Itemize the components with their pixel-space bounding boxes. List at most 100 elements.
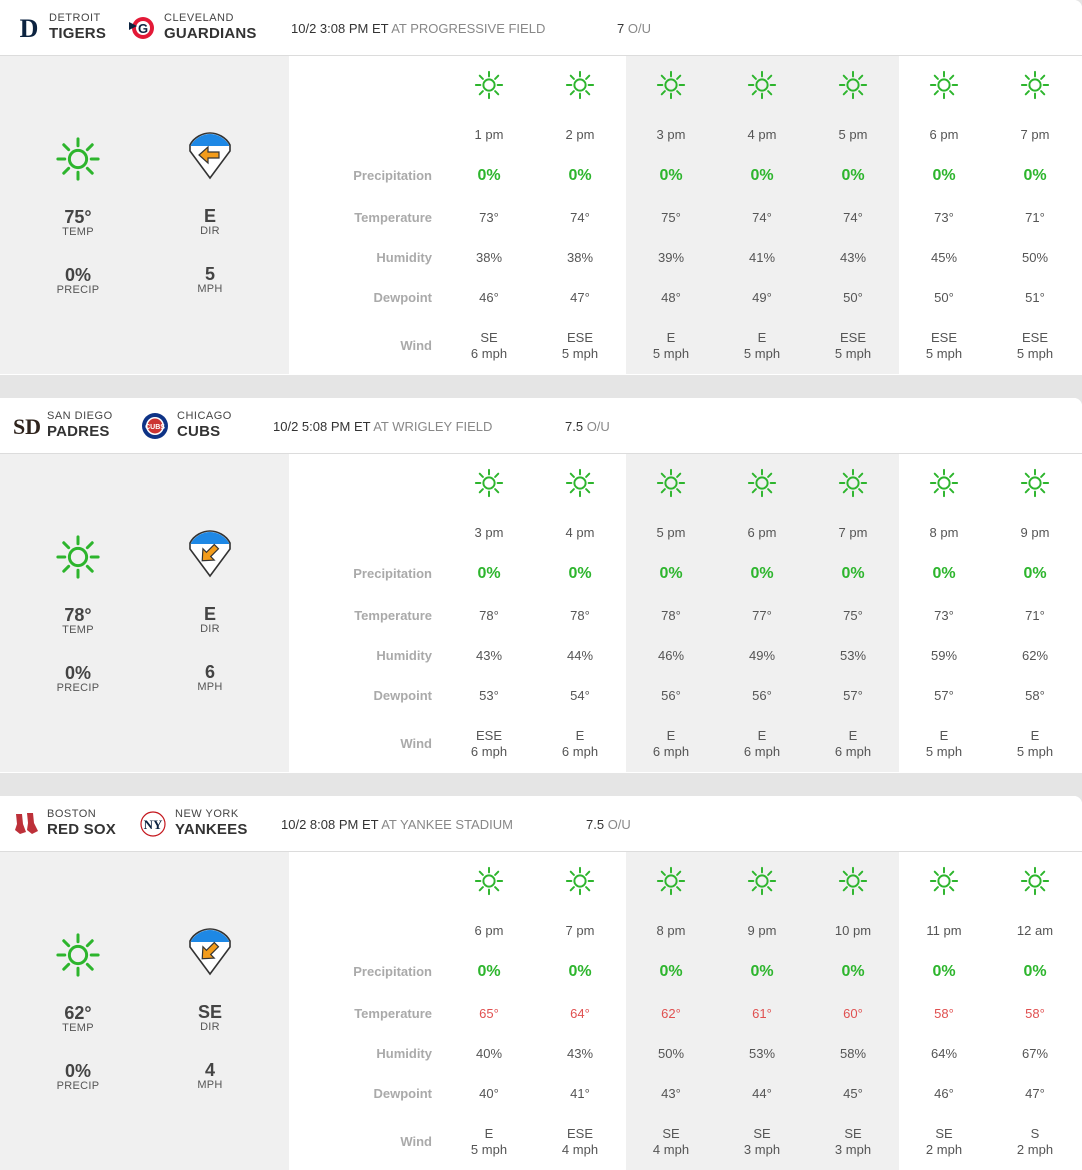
hour-precipitation: 0% <box>1023 167 1047 184</box>
hour-precipitation: 0% <box>1023 565 1047 582</box>
hour-time: 7 pm <box>565 923 595 938</box>
hour-dewpoint: 56° <box>661 688 681 703</box>
yankees-logo-icon: NY <box>140 811 166 837</box>
over-under-label: O/U <box>604 817 631 832</box>
row-label-humidity: Humidity <box>376 1046 432 1061</box>
hour-temperature: 60° <box>843 1006 863 1021</box>
row-label-humidity: Humidity <box>376 648 432 663</box>
hour-precipitation: 0% <box>1023 963 1047 980</box>
hour-dewpoint: 47° <box>570 290 590 305</box>
away-team-logo: D <box>14 14 44 42</box>
hour-time: 6 pm <box>474 923 504 938</box>
hour-temperature: 75° <box>661 210 681 225</box>
hour-wind-speed: 4 mph <box>652 1142 690 1157</box>
hour-wind-direction: ESE <box>566 1126 593 1141</box>
hour-humidity: 53% <box>839 648 867 663</box>
hour-temperature: 75° <box>843 608 863 623</box>
sun-icon <box>656 468 686 498</box>
hour-humidity: 50% <box>1021 250 1049 265</box>
summary-mph-label: MPH <box>197 681 223 693</box>
hour-weather <box>656 866 686 896</box>
hour-dewpoint: 40° <box>479 1086 499 1101</box>
sun-icon <box>56 933 100 977</box>
summary-precip-value: 0% <box>64 663 91 683</box>
hour-wind-speed: 5 mph <box>652 346 690 361</box>
hour-time: 5 pm <box>838 127 868 142</box>
hour-precipitation: 0% <box>750 565 774 582</box>
row-label-precipitation: Precipitation <box>353 566 432 581</box>
hour-dewpoint: 47° <box>1025 1086 1045 1101</box>
hour-wind-direction: S <box>1030 1126 1040 1141</box>
hour-temperature: 58° <box>934 1006 954 1021</box>
summary-temp-value: 75° <box>64 207 92 227</box>
summary-dir-label: DIR <box>200 225 220 237</box>
hour-weather <box>474 468 504 498</box>
sun-icon <box>838 866 868 896</box>
away-team-name: RED SOX <box>47 821 116 838</box>
hour-humidity: 67% <box>1021 1046 1049 1061</box>
hour-time: 7 pm <box>838 525 868 540</box>
away-team-name: PADRES <box>47 423 110 440</box>
hour-humidity: 40% <box>475 1046 503 1061</box>
hour-wind-direction: E <box>484 1126 494 1141</box>
hour-time: 6 pm <box>929 127 959 142</box>
hour-wind-direction: E <box>575 728 585 743</box>
sun-icon <box>474 866 504 896</box>
game-weather-body: 78° TEMP E DIR 0% PRECIP 6 MPH Precipitation Temp… <box>0 454 1082 772</box>
hour-weather <box>929 866 959 896</box>
hour-humidity: 43% <box>839 250 867 265</box>
game-weather-body: 75° TEMP E DIR 0% PRECIP 5 MPH Precipitation Temp… <box>0 56 1082 374</box>
summary-dir-value: SE <box>197 1002 222 1022</box>
summary-mph-value: 6 <box>204 662 215 682</box>
over-under-label: O/U <box>624 21 651 36</box>
over-under: 7 O/U <box>617 21 651 36</box>
over-under-value: 7.5 <box>565 419 584 434</box>
away-team-name: TIGERS <box>49 25 107 42</box>
game-venue: AT WRIGLEY FIELD <box>370 419 493 434</box>
hour-precipitation: 0% <box>750 167 774 184</box>
hour-precipitation: 0% <box>932 167 956 184</box>
sun-icon <box>929 70 959 100</box>
hour-wind-direction: E <box>1030 728 1040 743</box>
hour-humidity: 38% <box>566 250 594 265</box>
hour-dewpoint: 54° <box>570 688 590 703</box>
hour-humidity: 50% <box>657 1046 685 1061</box>
row-label-wind: Wind <box>400 1134 432 1149</box>
hour-time: 4 pm <box>747 127 777 142</box>
shaded-game-hours <box>626 852 899 1170</box>
hour-wind-speed: 6 mph <box>743 744 781 759</box>
hour-dewpoint: 43° <box>661 1086 681 1101</box>
hour-temperature: 77° <box>752 608 772 623</box>
summary-mph-label: MPH <box>197 1079 223 1091</box>
hour-temperature: 65° <box>479 1006 499 1021</box>
sun-icon <box>747 468 777 498</box>
home-team-name: YANKEES <box>175 821 248 838</box>
hour-wind-direction: E <box>939 728 949 743</box>
row-label-wind: Wind <box>400 338 432 353</box>
hour-wind-speed: 5 mph <box>1016 744 1054 759</box>
hour-precipitation: 0% <box>568 167 592 184</box>
hour-time: 6 pm <box>747 525 777 540</box>
hour-time: 8 pm <box>656 923 686 938</box>
home-team-logo: G <box>127 14 157 42</box>
hour-wind-speed: 2 mph <box>1016 1142 1054 1157</box>
hour-dewpoint: 51° <box>1025 290 1045 305</box>
hour-temperature: 64° <box>570 1006 590 1021</box>
hour-precipitation: 0% <box>932 565 956 582</box>
hour-dewpoint: 57° <box>843 688 863 703</box>
game-time-venue: 10/2 8:08 PM ET AT YANKEE STADIUM <box>281 817 513 832</box>
hour-time: 10 pm <box>834 923 872 938</box>
over-under-label: O/U <box>583 419 610 434</box>
wind-direction-field-icon <box>189 132 231 180</box>
weather-summary: 78° TEMP E DIR 0% PRECIP 6 MPH <box>0 454 289 772</box>
summary-mph-value: 5 <box>204 264 215 284</box>
hour-precipitation: 0% <box>568 963 592 980</box>
sun-icon <box>1020 468 1050 498</box>
hour-dewpoint: 46° <box>479 290 499 305</box>
hour-temperature: 73° <box>934 608 954 623</box>
hour-temperature: 58° <box>1025 1006 1045 1021</box>
hour-precipitation: 0% <box>659 963 683 980</box>
away-team-city: DETROIT <box>49 12 101 24</box>
hour-precipitation: 0% <box>841 167 865 184</box>
hour-temperature: 74° <box>570 210 590 225</box>
